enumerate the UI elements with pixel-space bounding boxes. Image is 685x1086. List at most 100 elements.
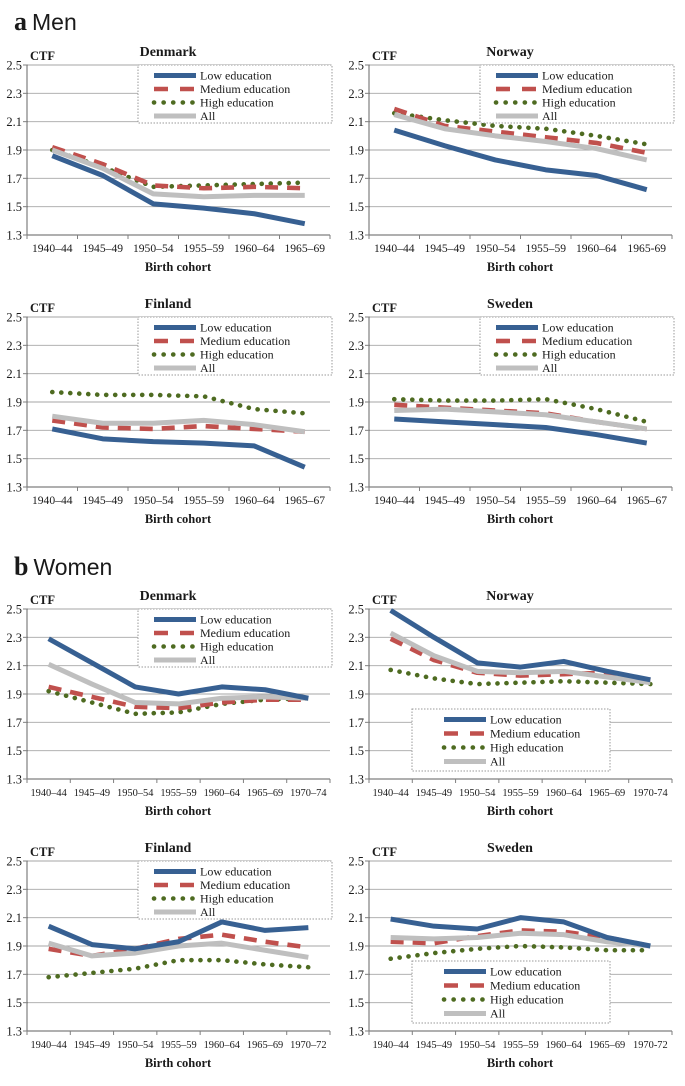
x-tick-label: 1960–64 — [234, 494, 275, 507]
y-tick-label: 2.1 — [348, 911, 364, 925]
chart-women-finland: 1.3 1.5 1.7 1.9 2.1 2.3 2.5 1940–44 1945–49 1950–… — [0, 835, 342, 1081]
legend-label: Medium education — [542, 334, 632, 348]
y-tick-label: 2.5 — [348, 310, 364, 324]
x-tick-label: 1955–59 — [160, 788, 196, 799]
x-tick-label: 1950–54 — [459, 1040, 496, 1051]
x-tick-label: 1950–54 — [475, 494, 516, 507]
x-tick-label: 1955–59 — [183, 494, 224, 507]
line-chart-women-sweden: 1.3 1.5 1.7 1.9 2.1 2.3 2.5 1940–44 1945–49 1950–… — [348, 841, 673, 1070]
x-tick-label: 1950–54 — [133, 242, 174, 255]
legend-label: All — [200, 109, 216, 123]
panel-b-letter: b — [14, 551, 29, 581]
line-chart-women-norway: 1.3 1.5 1.7 1.9 2.1 2.3 2.5 1940–44 1945–49 1950–… — [348, 589, 673, 818]
y-tick-label: 2.5 — [348, 58, 364, 72]
legend-label: Low education — [490, 965, 562, 979]
x-tick-label: 1940–44 — [374, 242, 415, 255]
y-tick-label: 1.3 — [348, 773, 364, 787]
y-tick-label: 1.3 — [6, 480, 22, 494]
x-tick-label: 1965–69 — [247, 1040, 283, 1051]
x-tick-label: 1940–44 — [372, 788, 409, 799]
x-tick-label: 1950–54 — [117, 1040, 154, 1051]
y-axis-title: CTF — [30, 301, 55, 315]
y-tick-label: 1.9 — [348, 395, 364, 409]
legend-label: Medium education — [490, 727, 580, 741]
x-tick-label: 1960–64 — [576, 242, 617, 255]
y-tick-label: 1.5 — [348, 996, 364, 1010]
y-tick-label: 1.5 — [6, 996, 22, 1010]
legend-label: Low education — [200, 320, 272, 334]
y-tick-label: 2.1 — [348, 659, 364, 673]
series-line-medium-education — [393, 106, 648, 155]
y-tick-label: 1.3 — [348, 1025, 364, 1039]
series-line-low-education — [390, 915, 651, 949]
y-tick-label: 1.9 — [6, 940, 22, 954]
y-tick-label: 1.7 — [348, 968, 364, 982]
series-line-high-education — [388, 943, 653, 962]
y-tick-label: 1.9 — [348, 688, 364, 702]
legend-label: Medium education — [490, 979, 580, 993]
x-axis-title: Birth cohort — [145, 804, 212, 818]
y-axis-title: CTF — [30, 49, 55, 63]
series-line-low-education — [51, 426, 306, 470]
y-tick-label: 1.5 — [348, 452, 364, 466]
series-line-all — [47, 662, 309, 707]
chart-women-sweden: 1.3 1.5 1.7 1.9 2.1 2.3 2.5 1940–44 1945–49 1950–… — [342, 835, 684, 1081]
y-tick-label: 1.5 — [6, 200, 22, 214]
series-line-low-education — [51, 152, 306, 226]
series-line-all — [389, 631, 651, 686]
legend-label: Medium education — [542, 82, 632, 96]
x-tick-label: 1940–44 — [374, 494, 415, 507]
panel-a-header: a Men — [0, 0, 685, 37]
y-tick-label: 2.3 — [348, 86, 364, 100]
series-line-low-education — [47, 636, 309, 701]
x-tick-label: 1950–54 — [117, 788, 154, 799]
y-tick-label: 2.3 — [6, 883, 22, 897]
series-line-low-education — [389, 608, 651, 683]
y-tick-label: 1.7 — [6, 968, 22, 982]
series-line-all — [394, 406, 648, 431]
x-tick-label: 1945–49 — [424, 494, 465, 507]
x-tick-label: 1965–69 — [247, 788, 283, 799]
x-tick-label: 1940–44 — [32, 242, 73, 255]
legend-label: Medium education — [200, 626, 290, 640]
x-tick-label: 1965–69 — [589, 788, 625, 799]
x-tick-label: 1955–59 — [502, 788, 538, 799]
y-tick-label: 2.3 — [6, 338, 22, 352]
y-tick-label: 1.3 — [6, 228, 22, 242]
legend-label: High education — [200, 640, 274, 654]
legend-label: Low education — [542, 68, 614, 82]
series-line-all — [390, 930, 651, 949]
x-tick-label: 1955–59 — [160, 1040, 196, 1051]
legend-label: Low education — [200, 68, 272, 82]
y-tick-label: 2.1 — [6, 659, 22, 673]
y-tick-label: 1.9 — [6, 143, 22, 157]
x-tick-label: 1970-74 — [633, 788, 668, 799]
y-tick-label: 2.1 — [348, 115, 364, 129]
y-tick-label: 1.7 — [348, 423, 364, 437]
y-tick-label: 1.5 — [6, 744, 22, 758]
x-axis-title: Birth cohort — [487, 512, 554, 526]
y-tick-label: 2.1 — [6, 115, 22, 129]
y-tick-label: 2.1 — [6, 367, 22, 381]
x-axis-title: Birth cohort — [487, 260, 554, 274]
legend-label: All — [200, 361, 216, 375]
series-line-high-education — [49, 389, 308, 416]
x-axis-title: Birth cohort — [145, 1056, 212, 1070]
y-tick-label: 2.3 — [6, 86, 22, 100]
y-axis-title: CTF — [372, 49, 397, 63]
x-tick-label: 1945–49 — [74, 1040, 110, 1051]
y-tick-label: 2.5 — [6, 603, 22, 617]
y-axis-title: CTF — [30, 845, 55, 859]
panel-a-charts: 1.3 1.5 1.7 1.9 2.1 2.3 2.5 1940–44 1945–49 1950–… — [0, 39, 685, 537]
legend-label: Low education — [200, 865, 272, 879]
x-axis-title: Birth cohort — [487, 804, 554, 818]
series-line-high-education — [391, 110, 650, 147]
x-tick-label: 1940–44 — [32, 494, 73, 507]
y-tick-label: 2.1 — [348, 367, 364, 381]
panel-b-title: Women — [33, 553, 113, 580]
legend-label: All — [200, 653, 216, 667]
series-line-all — [47, 940, 309, 960]
y-tick-label: 1.3 — [348, 228, 364, 242]
x-tick-label: 1965-69 — [627, 242, 666, 255]
